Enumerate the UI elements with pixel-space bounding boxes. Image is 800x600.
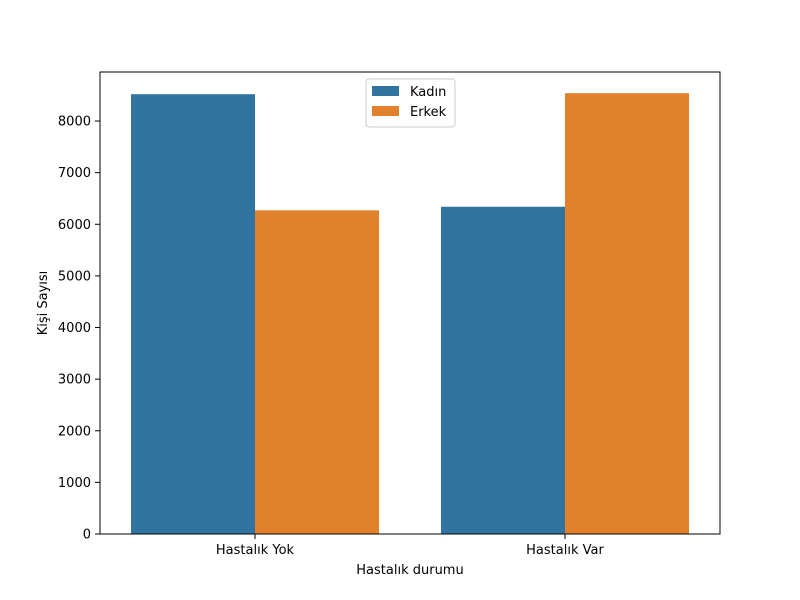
y-tick-label: 3000 — [58, 373, 91, 388]
legend-swatch — [372, 86, 399, 96]
bar-erkek-1 — [565, 93, 689, 534]
y-tick-label: 7000 — [58, 166, 91, 181]
y-tick-label: 0 — [83, 528, 91, 543]
y-tick-label: 2000 — [58, 424, 91, 439]
y-tick-label: 8000 — [58, 115, 91, 130]
x-tick-label: Hastalık Yok — [216, 543, 295, 558]
x-axis-label: Hastalık durumu — [356, 563, 463, 578]
y-tick-label: 4000 — [58, 321, 91, 336]
legend: Kadın Erkek — [365, 78, 456, 128]
y-axis: 0 1000 2000 3000 4000 5000 6000 7000 8000 — [58, 115, 100, 543]
legend-swatch — [372, 106, 399, 116]
y-tick-label: 6000 — [58, 218, 91, 233]
x-tick-label: Hastalık Var — [526, 543, 604, 558]
bar-erkek-0 — [255, 210, 379, 534]
plot-frame — [99, 71, 721, 535]
x-axis: Hastalık Yok Hastalık Var — [216, 534, 604, 558]
bar-kadın-0 — [131, 94, 255, 534]
y-tick-label: 1000 — [58, 476, 91, 491]
bar-kadın-1 — [441, 206, 565, 534]
bars-group — [131, 93, 689, 534]
legend-label: Erkek — [410, 105, 447, 120]
y-axis-label: Kişi Sayısı — [36, 271, 51, 336]
legend-label: Kadın — [410, 85, 446, 100]
y-tick-label: 5000 — [58, 269, 91, 284]
